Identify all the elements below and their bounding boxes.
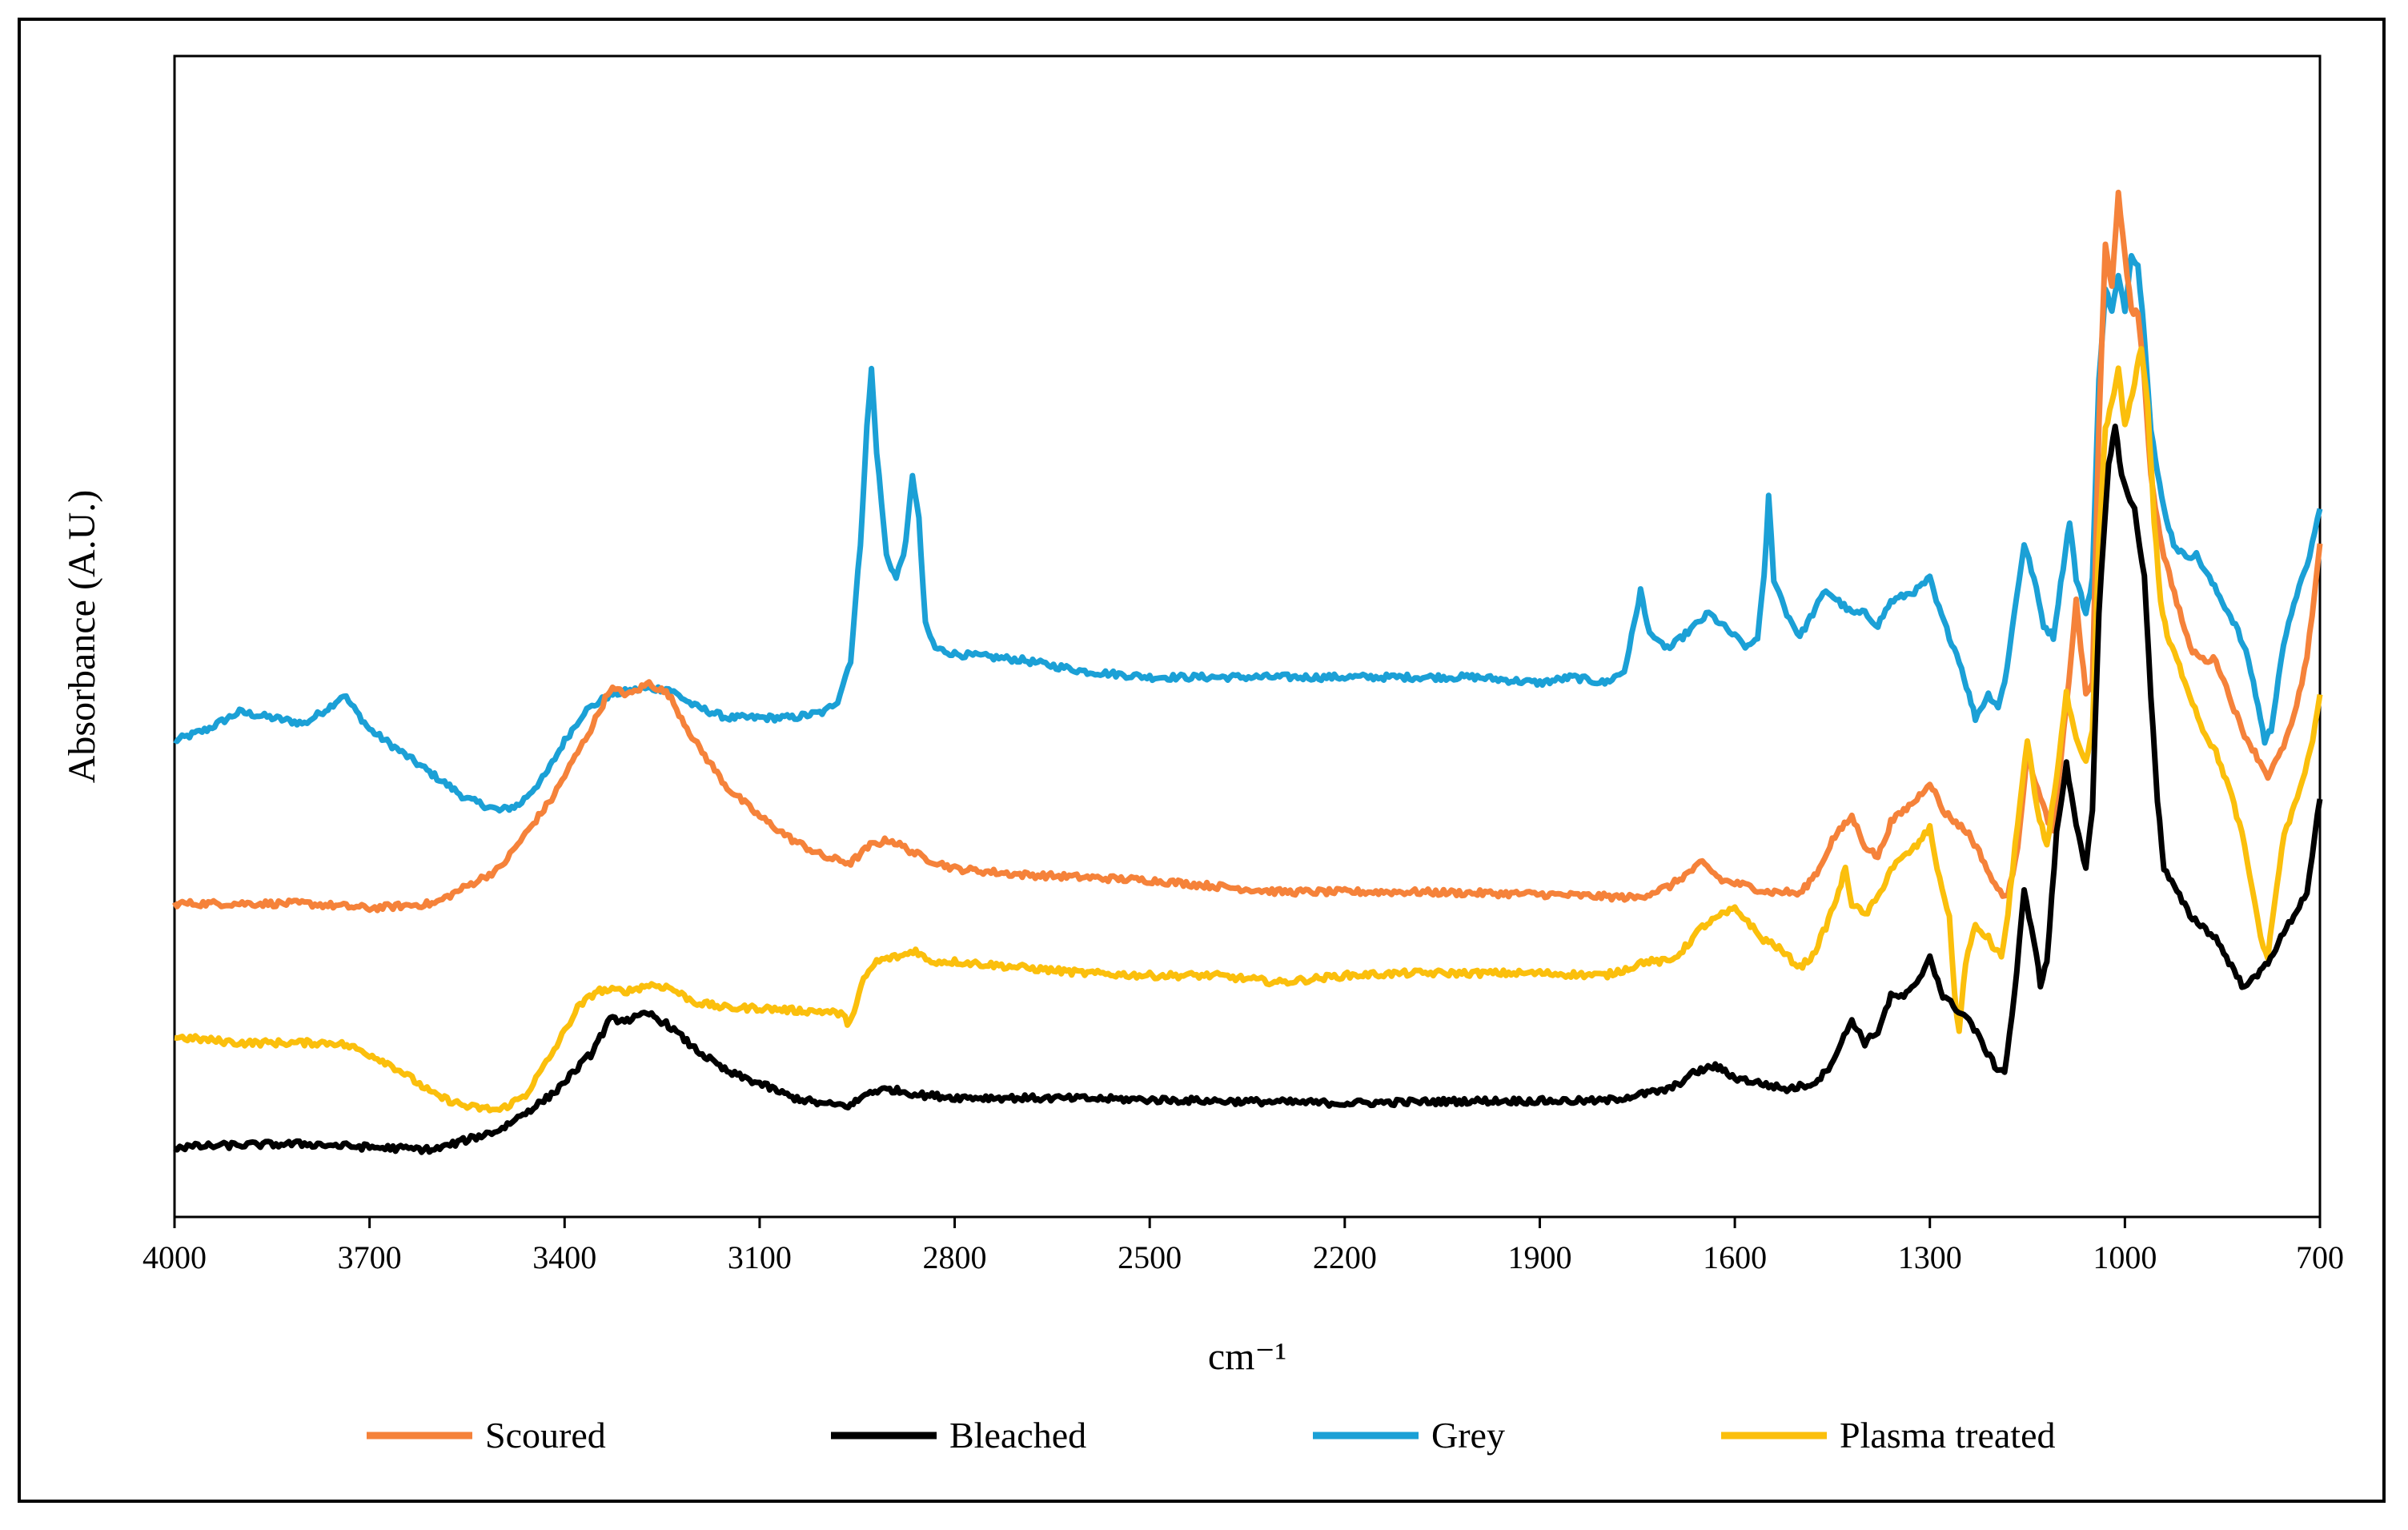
x-tick-label: 2500 (1118, 1239, 1182, 1275)
x-axis-title: cm⁻¹ (1208, 1335, 1286, 1378)
x-tick-label: 3700 (338, 1239, 402, 1275)
x-tick-label: 1300 (1898, 1239, 1962, 1275)
legend: Scoured Bleached Grey Plasma treated (367, 1415, 2056, 1456)
x-tick-label: 1600 (1703, 1239, 1767, 1275)
plot-area (173, 54, 2322, 1219)
y-axis-title: Absorbance (A.U.) (61, 490, 103, 784)
x-tick-label: 4000 (142, 1239, 207, 1275)
figure-frame (18, 18, 2386, 1503)
x-tick-label: 3400 (532, 1239, 596, 1275)
x-tick-label: 1000 (2093, 1239, 2157, 1275)
series-line-bleached (173, 424, 2323, 1155)
x-axis-ticks: 4000 3700 3400 3100 2800 2500 2200 1900 1600 1300… (142, 1217, 2344, 1275)
x-tick-label: 3100 (728, 1239, 792, 1275)
legend-label-bleached: Bleached (949, 1415, 1086, 1456)
x-tick-label: 700 (2296, 1239, 2344, 1275)
x-tick-label: 2200 (1313, 1239, 1377, 1275)
x-tick-label: 1900 (1507, 1239, 1571, 1275)
series-line-grey (173, 253, 2323, 814)
series-line-plasma-treated (174, 346, 2323, 1114)
series-layer (172, 189, 2323, 1155)
x-tick-label: 2800 (923, 1239, 987, 1275)
legend-label-grey: Grey (1431, 1415, 1505, 1456)
legend-label-scoured: Scoured (485, 1415, 606, 1456)
legend-label-plasma-treated: Plasma treated (1840, 1415, 2056, 1456)
series-line-scoured (172, 189, 2323, 914)
